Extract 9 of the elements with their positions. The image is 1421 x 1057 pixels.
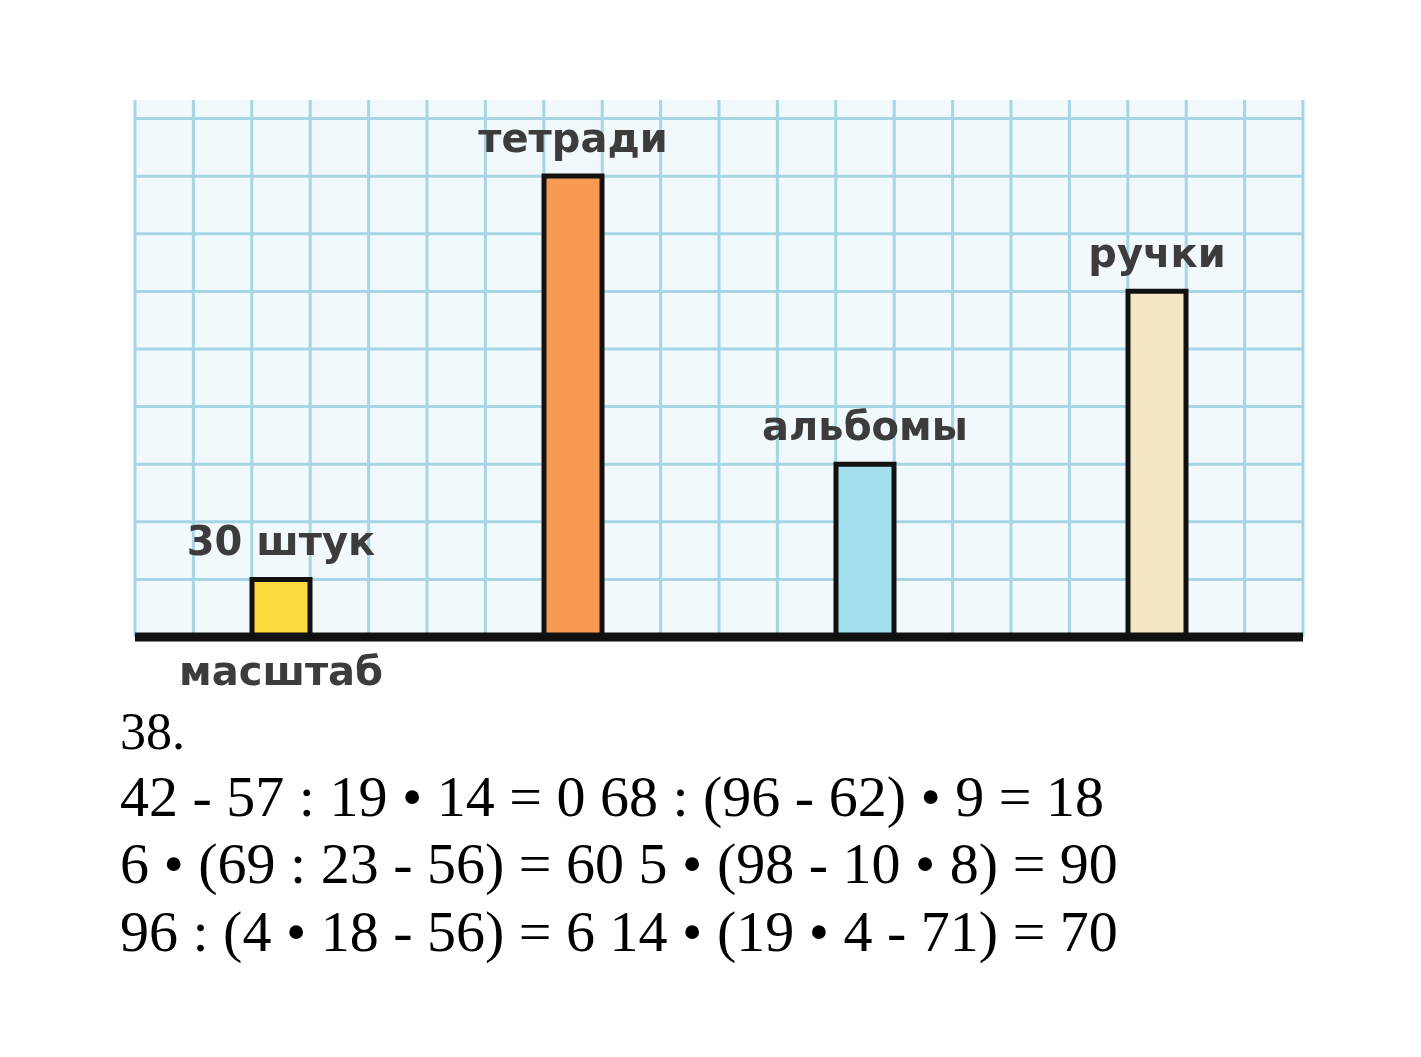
data-label: 30 штук	[186, 518, 376, 565]
text: 6 • (69 : 23 - 56) = 60 5 • (98 - 10 • 8) = 90	[120, 831, 1118, 896]
text: 96 : (4 • 18 - 56) = 6 14 • (19 • 4 - 71) = 70	[120, 899, 1118, 964]
x-tick-label: масштаб	[179, 648, 383, 694]
text: 42 - 57 : 19 • 14 = 0 68 : (96 - 62) • 9 = 18	[120, 764, 1105, 829]
text: 38.	[120, 703, 185, 760]
x-tick-label: ручки	[1088, 230, 1226, 277]
x-tick-label: тетради	[478, 115, 668, 162]
x-tick-label: альбомы	[762, 403, 968, 450]
